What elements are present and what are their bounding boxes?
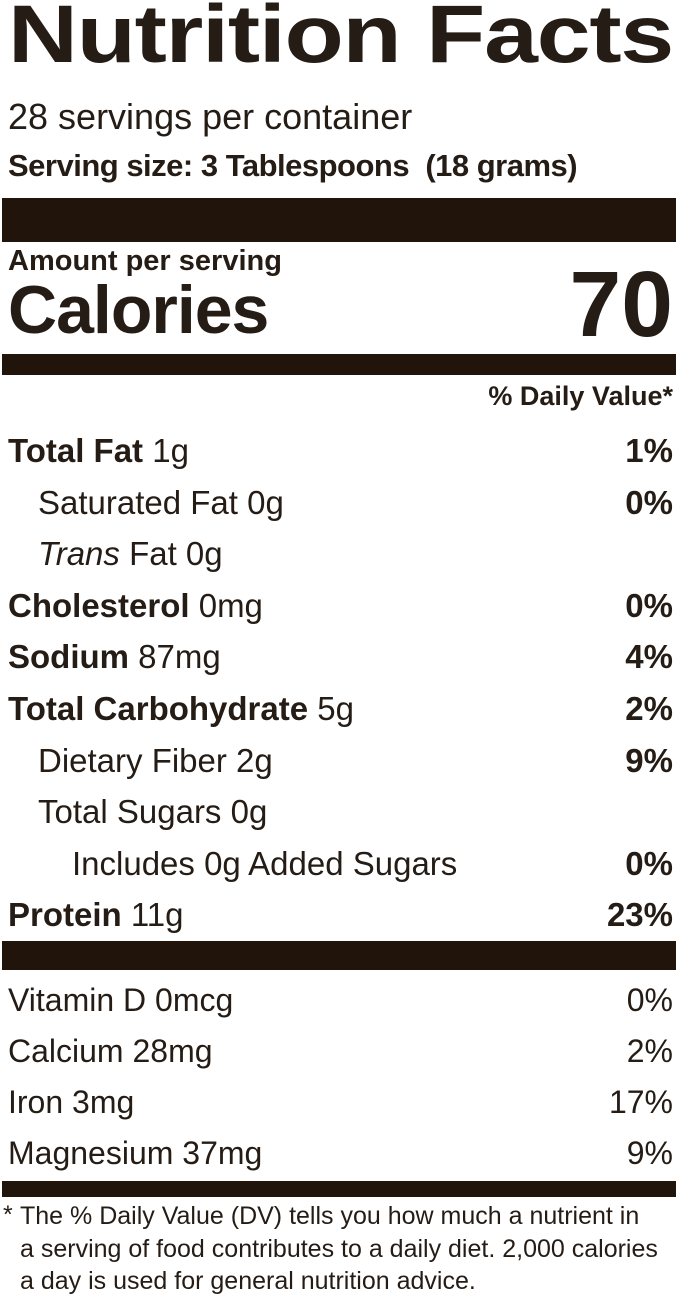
label-title: Nutrition Facts [8,0,674,80]
nutrient-row-vitamin-d: Vitamin D 0mcg 0% [8,984,673,1016]
daily-value-percent: 2% [625,690,673,727]
footnote-asterisk: * [3,1201,13,1229]
daily-value-percent: 4% [625,638,673,676]
daily-value-percent: 0% [626,982,673,1018]
nutrient-row-trans-fat: Trans Fat 0g [8,537,673,570]
nutrient-row-total-fat: Total Fat 1g 1% [8,434,673,467]
daily-value-percent: 23% [606,896,673,934]
divider-below-protein [2,941,676,970]
italic-prefix: Trans [38,535,120,573]
serving-size: Serving size: 3 Tablespoons (18 grams) [8,148,578,183]
nutrient-name: Magnesium 37mg [8,1135,263,1171]
daily-value-percent: 0% [625,586,673,624]
nutrient-row-total-sugars: Total Sugars 0g [8,795,673,828]
nutrient-name: Cholesterol 0mg [8,586,263,624]
nutrient-name: Sodium 87mg [8,638,221,676]
nutrient-row-iron: Iron 3mg 17% [8,1086,673,1118]
nutrient-row-protein: Protein 11g 23% [8,898,673,931]
footnote-line: a serving of food contributes to a daily… [20,1234,658,1263]
nutrient-row-sodium: Sodium 87mg 4% [8,640,673,673]
nutrient-name: Dietary Fiber 2g [38,741,273,779]
daily-value-percent: 17% [608,1084,673,1120]
amount-per-serving-label: Amount per serving [8,245,282,277]
divider-thick-top [2,198,676,242]
calories-label: Calories [8,272,269,348]
nutrient-name: Total Carbohydrate 5g [8,690,354,727]
nutrient-name: Trans Fat 0g [38,535,223,573]
nutrient-row-dietary-fiber: Dietary Fiber 2g 9% [8,744,673,777]
calories-value: 70 [569,252,673,356]
daily-value-header: % Daily Value* [488,381,673,411]
footnote-line: The % Daily Value (DV) tells you how muc… [20,1202,640,1230]
nutrient-name: Total Fat 1g [8,432,189,469]
nutrient-name: Calcium 28mg [8,1033,213,1069]
nutrient-row-calcium: Calcium 28mg 2% [8,1035,673,1067]
daily-value-percent: 0% [625,844,673,882]
nutrient-row-cholesterol: Cholesterol 0mg 0% [8,589,673,622]
daily-value-percent: 9% [626,1135,673,1171]
daily-value-footnote: * The % Daily Value (DV) tells you how m… [3,1200,671,1298]
nutrient-row-includes-0g-added-sugars: Includes 0g Added Sugars 0% [8,847,673,880]
nutrient-name: Total Sugars 0g [38,793,268,831]
divider-above-footnote [2,1181,676,1197]
nutrient-name: Iron 3mg [8,1084,135,1120]
divider-below-calories [2,354,676,375]
nutrient-name: Protein 11g [8,896,184,934]
nutrient-name: Vitamin D 0mcg [8,982,234,1018]
servings-per-container: 28 servings per container [8,96,413,137]
nutrient-row-magnesium: Magnesium 37mg 9% [8,1137,673,1169]
nutrient-row-saturated-fat: Saturated Fat 0g 0% [8,486,673,519]
daily-value-percent: 9% [625,741,673,779]
nutrient-row-total-carbohydrate: Total Carbohydrate 5g 2% [8,692,673,725]
daily-value-percent: 2% [626,1033,673,1069]
daily-value-percent: 0% [625,483,673,521]
daily-value-percent: 1% [625,432,673,469]
nutrient-name: Includes 0g Added Sugars [72,844,458,882]
footnote-text: The % Daily Value (DV) tells you how muc… [20,1200,671,1298]
footnote-line: a day is used for general nutrition advi… [20,1267,476,1295]
nutrient-name: Saturated Fat 0g [38,483,284,521]
